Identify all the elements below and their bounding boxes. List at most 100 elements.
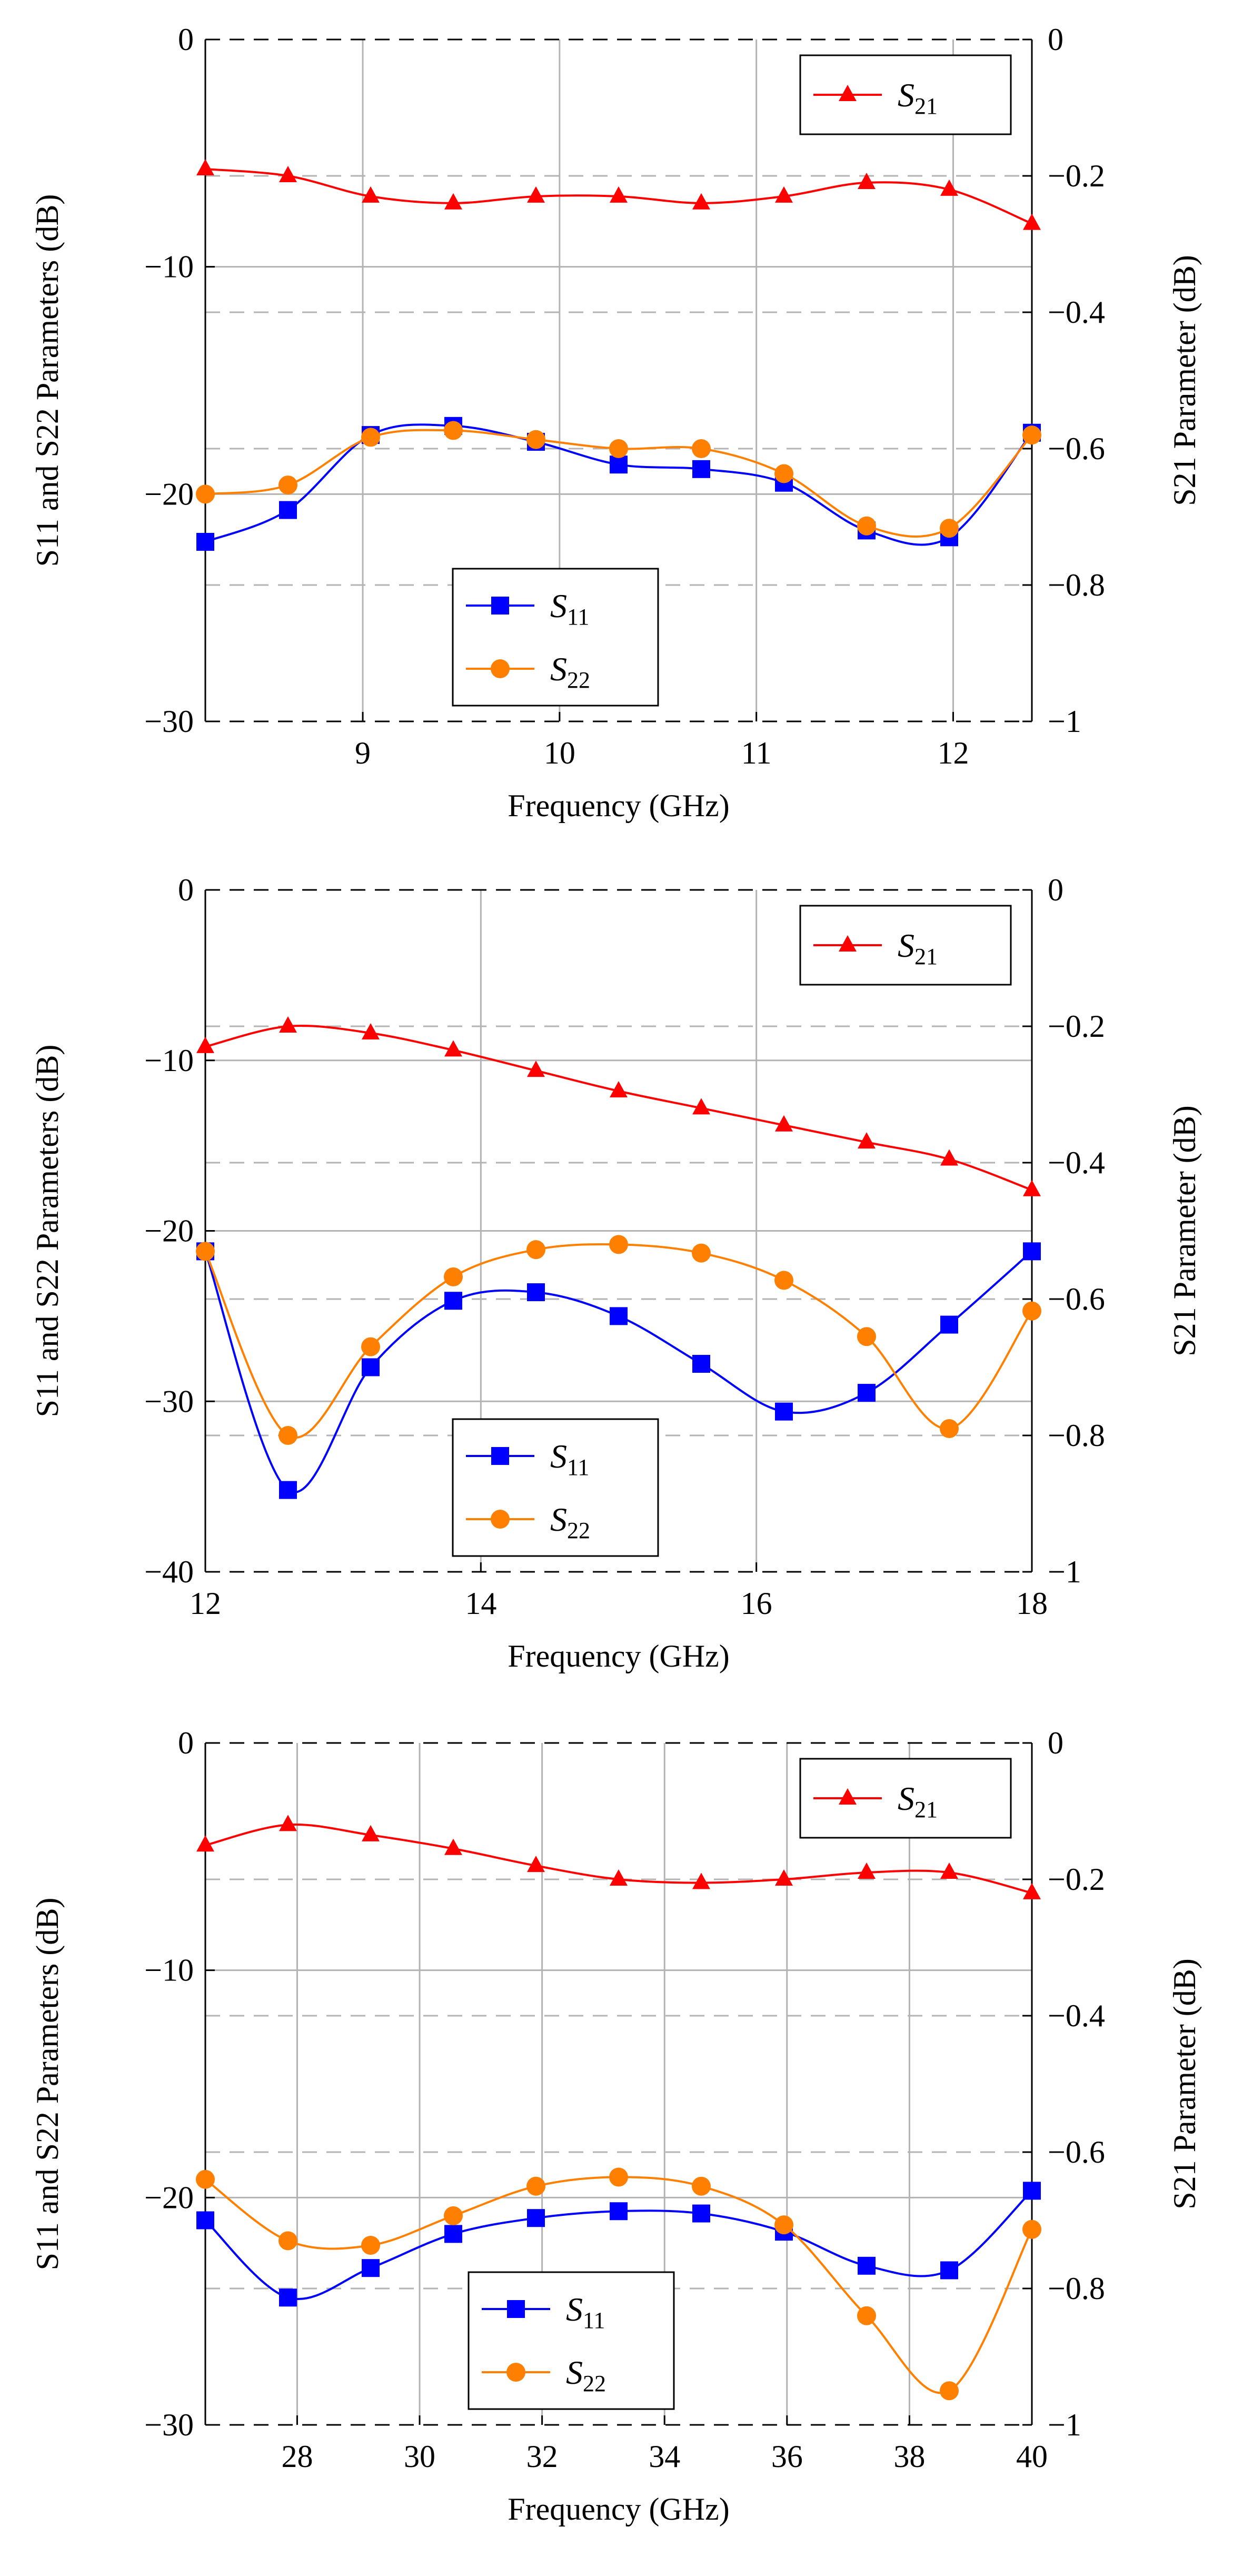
data-point-s11 bbox=[196, 532, 214, 551]
data-point-s21 bbox=[940, 179, 958, 196]
x-tick-label: 32 bbox=[526, 2439, 558, 2474]
data-point-s22 bbox=[526, 2176, 545, 2196]
y2-tick-label: −0.8 bbox=[1048, 568, 1105, 602]
y2-tick-label: −0.2 bbox=[1048, 158, 1105, 193]
y2-tick-label: −0.6 bbox=[1048, 1282, 1105, 1316]
data-point-s22 bbox=[692, 1243, 711, 1263]
data-point-s22 bbox=[444, 2206, 463, 2225]
y2-tick-label: 0 bbox=[1048, 873, 1063, 907]
legend-subscript: 11 bbox=[583, 2307, 605, 2333]
data-point-s22 bbox=[609, 2167, 628, 2187]
data-point-s11 bbox=[858, 1384, 876, 1402]
data-point-s11 bbox=[527, 1283, 545, 1302]
data-point-s22 bbox=[444, 1267, 463, 1286]
data-point-s21 bbox=[279, 166, 297, 182]
y-axis-label: S11 and S22 Parameters (dB) bbox=[30, 194, 65, 567]
data-point-s11 bbox=[1023, 1242, 1041, 1261]
legend-s21: S21 bbox=[799, 1758, 1012, 1839]
data-point-s11 bbox=[444, 1292, 462, 1310]
data-point-s22 bbox=[279, 475, 297, 495]
series-s11 bbox=[196, 417, 1041, 551]
legend-label-s21: S21 bbox=[898, 927, 938, 969]
data-point-s22 bbox=[196, 2169, 215, 2189]
data-point-s11 bbox=[196, 2211, 214, 2230]
series-s22 bbox=[196, 1235, 1041, 1445]
y-tick-label: −30 bbox=[144, 1384, 194, 1419]
x-tick-label: 34 bbox=[649, 2439, 680, 2474]
legend-marker-s22 bbox=[491, 659, 510, 678]
data-point-s22 bbox=[857, 2306, 876, 2325]
data-point-s11 bbox=[940, 2261, 958, 2280]
data-point-s21 bbox=[692, 193, 710, 210]
y2-tick-label: −1 bbox=[1048, 1554, 1081, 1589]
y-axis-label: S11 and S22 Parameters (dB) bbox=[30, 1898, 65, 2271]
legend-subscript: 22 bbox=[567, 1518, 590, 1543]
y2-tick-label: −0.8 bbox=[1048, 1418, 1105, 1453]
y-tick-label: 0 bbox=[178, 1726, 194, 1760]
x-tick-label: 16 bbox=[741, 1586, 772, 1621]
y-tick-label: −10 bbox=[144, 1043, 194, 1078]
x-tick-label: 12 bbox=[937, 736, 969, 770]
data-point-s11 bbox=[692, 460, 710, 478]
series-line-s11 bbox=[204, 1250, 1033, 1493]
series-s21 bbox=[196, 1815, 1041, 1899]
data-point-s22 bbox=[774, 1271, 793, 1290]
data-point-s11 bbox=[362, 2259, 380, 2277]
x-tick-label: 28 bbox=[281, 2439, 313, 2474]
y2-tick-label: −0.2 bbox=[1048, 1009, 1105, 1044]
data-point-s22 bbox=[857, 516, 876, 536]
data-point-s21 bbox=[362, 1023, 380, 1039]
legend-marker-s21 bbox=[839, 85, 857, 101]
data-point-s11 bbox=[692, 1355, 710, 1373]
data-point-s21 bbox=[610, 1869, 628, 1886]
legend-box bbox=[452, 1418, 659, 1557]
data-point-s22 bbox=[692, 2176, 711, 2196]
data-point-s21 bbox=[362, 1825, 380, 1841]
y2-axis-label: S21 Parameter (dB) bbox=[1167, 1105, 1202, 1356]
legend-label-s11: S11 bbox=[566, 2291, 605, 2333]
legend-label-s22: S22 bbox=[550, 1501, 590, 1543]
data-point-s11 bbox=[940, 1315, 958, 1334]
x-tick-label: 12 bbox=[190, 1586, 221, 1621]
x-tick-label: 10 bbox=[544, 736, 575, 770]
y2-tick-label: −0.6 bbox=[1048, 2135, 1105, 2169]
data-point-s21 bbox=[279, 1815, 297, 1831]
data-point-s22 bbox=[774, 464, 793, 483]
data-point-s22 bbox=[1022, 1301, 1041, 1321]
legend-subscript: 21 bbox=[914, 1797, 938, 1822]
data-point-s21 bbox=[279, 1016, 297, 1033]
legend-label-s22: S22 bbox=[566, 2354, 606, 2396]
legend-subscript: 21 bbox=[914, 93, 938, 119]
data-point-s11 bbox=[858, 2256, 876, 2275]
y-tick-label: −30 bbox=[144, 2407, 194, 2442]
legend-subscript: 11 bbox=[567, 1454, 589, 1480]
data-point-s21 bbox=[858, 1132, 876, 1149]
data-point-s22 bbox=[609, 1235, 628, 1254]
data-point-s21 bbox=[444, 1838, 462, 1855]
series-s11 bbox=[196, 1242, 1041, 1499]
data-point-s21 bbox=[775, 1869, 793, 1886]
data-point-s11 bbox=[610, 455, 628, 474]
data-point-s21 bbox=[196, 159, 214, 176]
data-point-s11 bbox=[1023, 2182, 1041, 2200]
y2-tick-label: −0.8 bbox=[1048, 2271, 1105, 2306]
x-tick-label: 11 bbox=[741, 736, 772, 770]
data-point-s22 bbox=[361, 2235, 380, 2255]
series-s21 bbox=[196, 159, 1041, 230]
y-axis-label: S11 and S22 Parameters (dB) bbox=[30, 1045, 65, 1418]
x-axis-label: Frequency (GHz) bbox=[508, 2492, 730, 2527]
y-tick-label: −40 bbox=[144, 1554, 194, 1589]
y2-tick-label: −1 bbox=[1048, 704, 1081, 739]
data-point-s22 bbox=[692, 439, 711, 458]
data-point-s11 bbox=[279, 2288, 297, 2307]
data-point-s21 bbox=[692, 1872, 710, 1889]
series-line-s22 bbox=[204, 2176, 1033, 2394]
data-point-s11 bbox=[362, 1358, 380, 1376]
x-axis-label: Frequency (GHz) bbox=[508, 1639, 730, 1673]
series-line-s22 bbox=[204, 1243, 1033, 1439]
series-line-s21 bbox=[205, 1024, 1032, 1191]
legend-marker-s11 bbox=[491, 597, 509, 615]
legend-symbol: S bbox=[898, 927, 914, 964]
y-tick-label: −20 bbox=[144, 2180, 194, 2215]
